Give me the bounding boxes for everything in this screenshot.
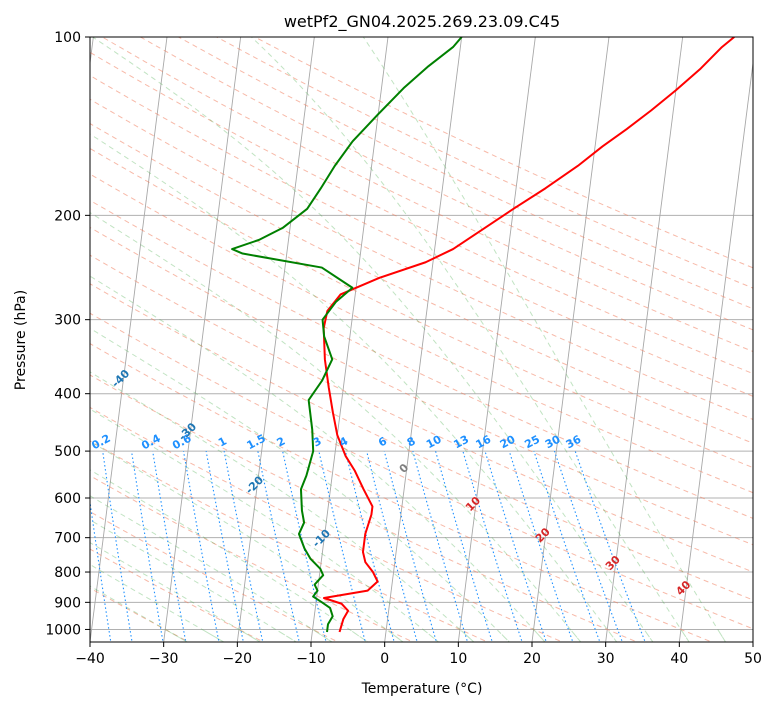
mixing-ratio-line: [435, 450, 493, 642]
x-tick-label: −30: [149, 651, 179, 667]
y-tick-label: 500: [54, 444, 81, 460]
dry-adiabat: [90, 199, 753, 519]
isotherm-gridline: [90, 37, 168, 642]
mixing-ratio-line: [282, 450, 327, 642]
mixing-ratio-line: [102, 451, 133, 642]
x-tick-label: 0: [380, 651, 389, 667]
mixing-ratio-line: [152, 451, 187, 642]
y-tick-label: 900: [54, 595, 81, 611]
mixing-ratio-label: 10: [424, 432, 444, 451]
mixing-ratio-label: 30: [543, 433, 563, 452]
dry-adiabat: [90, 406, 564, 642]
y-tick-label: 800: [54, 565, 81, 581]
mixing-ratio-line: [574, 450, 646, 642]
x-axis-label: Temperature (°C): [361, 681, 483, 697]
y-axis-label: Pressure (hPa): [13, 290, 29, 390]
dry-adiabat: [90, 51, 753, 375]
dry-adiabat: [90, 173, 753, 494]
mixing-ratio-label: 20: [498, 432, 518, 451]
moist-adiabat: [362, 37, 727, 642]
moist-adiabat: [90, 469, 369, 642]
mixing-ratio-line: [130, 451, 164, 642]
axes: −40 −30 −20 −10 0 10 20 30 40 50 1000 900 800 700 600 5…: [45, 30, 762, 667]
moist-adiabat: [90, 440, 404, 642]
dry-adiabat: [90, 548, 265, 642]
y-tick-label: 200: [54, 208, 81, 224]
dewpoint-profile-line: [231, 37, 463, 633]
dry-adiabat: [90, 374, 639, 642]
mixing-ratio-line: [484, 450, 547, 642]
moist-adiabat: [90, 371, 475, 642]
dry-adiabat: [90, 440, 489, 642]
dry-adiabat: [178, 37, 753, 310]
data-lines: [231, 37, 735, 633]
dry-adiabat: [90, 147, 753, 469]
mixing-ratio-line: [462, 450, 523, 642]
x-tick-label: 20: [523, 651, 541, 667]
chart-title: wetPf2_GN04.2025.269.23.09.C45: [284, 12, 560, 32]
mixing-ratio-line: [412, 450, 469, 642]
mixing-ratio-line: [318, 450, 366, 642]
x-tick-label: 30: [597, 651, 615, 667]
y-tick-label: 100: [54, 30, 81, 46]
isotherm-gridline: [163, 37, 242, 642]
background-lines: [90, 37, 753, 642]
moist-adiabat: [251, 37, 690, 642]
isotherm-gridline: [236, 37, 315, 642]
mixing-ratio-label: 25: [522, 433, 542, 452]
moist-adiabat: [90, 327, 511, 642]
mixing-ratio-line: [182, 451, 220, 642]
mixing-ratio-line: [383, 450, 437, 642]
moist-adiabat: [90, 408, 440, 642]
mixing-ratio-line: [553, 450, 623, 642]
mixing-ratio-line: [344, 450, 395, 642]
isotherm-gridline: [531, 37, 610, 642]
x-tick-label: −10: [296, 651, 326, 667]
y-tick-label: 600: [54, 491, 81, 507]
x-tick-label: 10: [449, 651, 467, 667]
isotherm-gridline: [605, 37, 684, 642]
y-tick-label: 400: [54, 387, 81, 403]
x-tick-label: −40: [75, 651, 105, 667]
dry-adiabat: [90, 98, 753, 421]
dry-adiabat: [101, 37, 753, 353]
dry-adiabat: [90, 511, 340, 642]
moist-adiabat: [90, 133, 618, 642]
isotherm-gridline: [678, 59, 753, 642]
x-tick-label: 50: [744, 651, 762, 667]
mixing-ratio-line: [223, 450, 264, 642]
dry-adiabat: [90, 343, 714, 642]
mixing-ratio-line: [205, 451, 244, 642]
mixing-ratio-label: 13: [451, 433, 471, 452]
mixing-ratio-label: 36: [564, 433, 584, 452]
mixing-ratio-line: [90, 498, 112, 642]
isotherm-gridline: [384, 37, 463, 642]
mixing-ratio-line: [257, 450, 300, 642]
moist-adiabat: [90, 495, 333, 642]
mixing-ratio-label: 16: [474, 433, 494, 452]
mixing-ratio-line: [508, 450, 574, 642]
moist-adiabat: [90, 585, 189, 642]
x-tick-label: −20: [223, 651, 253, 667]
y-tick-label: 1000: [45, 622, 81, 638]
x-tick-label: 40: [670, 651, 688, 667]
mixing-ratio-line: [366, 450, 418, 642]
dry-adiabat: [90, 283, 753, 601]
isotherm-gridline: [457, 37, 536, 642]
mixing-ratio-line: [533, 450, 601, 642]
dry-adiabat: [90, 254, 753, 573]
plot-frame: [89, 36, 754, 643]
y-tick-label: 300: [54, 313, 81, 329]
moist-adiabat: [90, 275, 546, 642]
moist-adiabat: [92, 37, 654, 642]
temperature-profile-line: [322, 37, 735, 633]
y-tick-label: 700: [54, 531, 81, 547]
moist-adiabat: [90, 563, 225, 642]
